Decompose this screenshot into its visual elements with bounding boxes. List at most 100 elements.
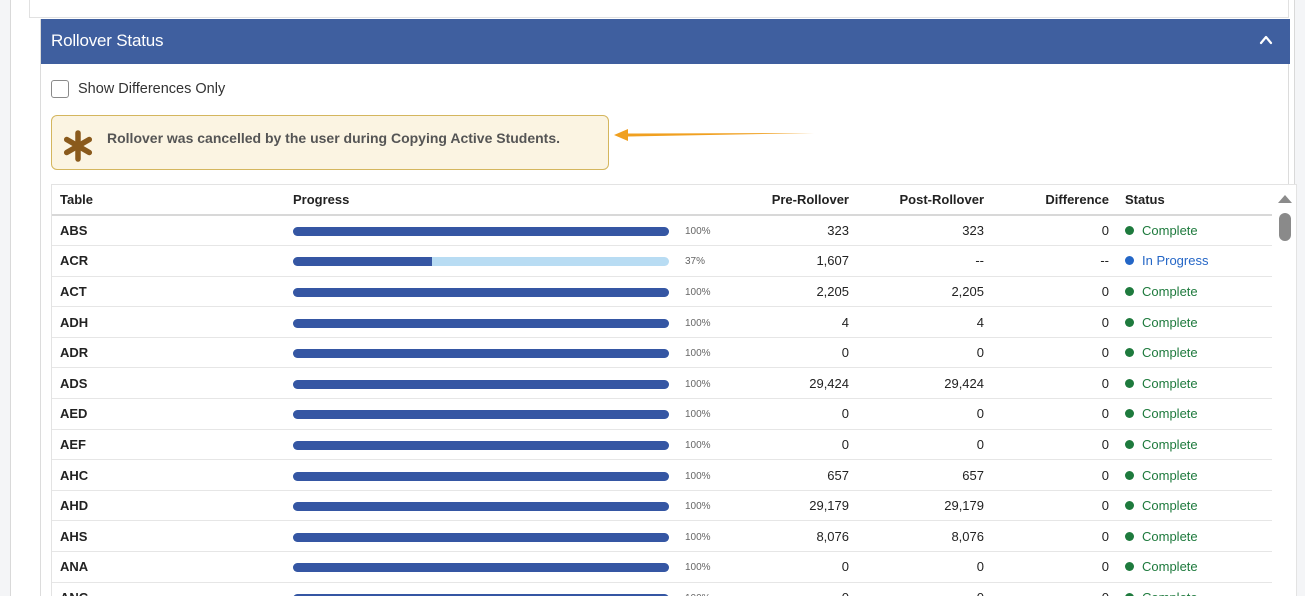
progress-bar-fill bbox=[293, 502, 669, 512]
post-rollover-cell: 8,076 bbox=[857, 520, 992, 553]
status-label: Complete bbox=[1142, 498, 1198, 514]
pre-rollover-cell: 323 bbox=[745, 215, 857, 247]
header-status[interactable]: Status bbox=[1117, 185, 1272, 216]
pre-rollover-cell: 0 bbox=[745, 582, 857, 596]
table-name-cell: AEF bbox=[52, 429, 285, 461]
progress-bar bbox=[293, 318, 669, 328]
table-row[interactable]: ABS 100% 323 323 0 Complete bbox=[52, 215, 1272, 247]
progress-bar bbox=[293, 227, 669, 237]
difference-cell: 0 bbox=[992, 490, 1117, 522]
progress-bar bbox=[293, 379, 669, 389]
header-post-rollover[interactable]: Post-Rollover bbox=[857, 185, 992, 216]
difference-cell: -- bbox=[992, 245, 1117, 277]
progress-bar-fill bbox=[293, 532, 669, 542]
table-name-cell: AED bbox=[52, 398, 285, 430]
status-cell: Complete bbox=[1117, 367, 1272, 400]
post-rollover-cell: 29,424 bbox=[857, 367, 992, 400]
progress-bar bbox=[293, 288, 669, 298]
show-differences-label[interactable]: Show Differences Only bbox=[78, 81, 226, 97]
table-row[interactable]: ADH 100% 4 4 0 Complete bbox=[52, 306, 1272, 338]
progress-percent: 100% bbox=[685, 378, 711, 390]
table-name-cell: AHC bbox=[52, 459, 285, 491]
table-row[interactable]: AHC 100% 657 657 0 Complete bbox=[52, 459, 1272, 491]
header-table[interactable]: Table bbox=[52, 185, 285, 216]
progress-cell: 100% bbox=[285, 459, 745, 491]
table-row[interactable]: AEF 100% 0 0 0 Complete bbox=[52, 429, 1272, 461]
alert-message: Rollover was cancelled by the user durin… bbox=[107, 130, 561, 146]
progress-bar bbox=[293, 257, 669, 267]
status-cell: Complete bbox=[1117, 459, 1272, 491]
status-label: In Progress bbox=[1142, 253, 1209, 269]
status-cell: Complete bbox=[1117, 429, 1272, 461]
progress-percent: 100% bbox=[685, 348, 711, 360]
progress-bar-fill bbox=[293, 349, 669, 359]
table-row[interactable]: ACT 100% 2,205 2,205 0 Complete bbox=[52, 276, 1272, 308]
table-name-cell: AHS bbox=[52, 520, 285, 553]
table-row[interactable]: ACR 37% 1,607 -- -- In Progress bbox=[52, 245, 1272, 277]
show-differences-row: Show Differences Only bbox=[51, 79, 225, 99]
status-label: Complete bbox=[1142, 559, 1198, 575]
chevron-up-icon[interactable] bbox=[1258, 32, 1274, 48]
progress-percent: 100% bbox=[685, 409, 711, 421]
table-row[interactable]: ANA 100% 0 0 0 Complete bbox=[52, 551, 1272, 583]
post-rollover-cell: 0 bbox=[857, 429, 992, 461]
scroll-up-arrow-icon[interactable] bbox=[1278, 195, 1292, 203]
pre-rollover-cell: 1,607 bbox=[745, 245, 857, 277]
table-name-cell: ADR bbox=[52, 337, 285, 369]
progress-cell: 100% bbox=[285, 215, 745, 247]
status-dot-icon bbox=[1125, 256, 1134, 266]
table-row[interactable]: AED 100% 0 0 0 Complete bbox=[52, 398, 1272, 430]
status-dot-icon bbox=[1125, 287, 1134, 297]
pre-rollover-cell: 8,076 bbox=[745, 520, 857, 553]
progress-bar-fill bbox=[293, 318, 669, 328]
post-rollover-cell: 0 bbox=[857, 582, 992, 596]
progress-cell: 37% bbox=[285, 245, 745, 277]
header-difference[interactable]: Difference bbox=[992, 185, 1117, 216]
scroll-thumb[interactable] bbox=[1279, 213, 1291, 241]
progress-bar-fill bbox=[293, 593, 669, 596]
progress-cell: 100% bbox=[285, 367, 745, 400]
progress-percent: 100% bbox=[685, 562, 711, 574]
top-frame-edge-left bbox=[29, 0, 30, 18]
show-differences-checkbox[interactable] bbox=[51, 80, 69, 98]
progress-cell: 100% bbox=[285, 306, 745, 338]
post-rollover-cell: 29,179 bbox=[857, 490, 992, 522]
progress-percent: 100% bbox=[685, 440, 711, 452]
progress-percent: 100% bbox=[685, 287, 711, 299]
status-label: Complete bbox=[1142, 590, 1198, 596]
progress-bar bbox=[293, 410, 669, 420]
progress-bar-fill bbox=[293, 471, 669, 481]
header-progress[interactable]: Progress bbox=[285, 185, 745, 216]
status-label: Complete bbox=[1142, 223, 1198, 239]
status-dot-icon bbox=[1125, 348, 1134, 358]
table-name-cell: AHD bbox=[52, 490, 285, 522]
difference-cell: 0 bbox=[992, 582, 1117, 596]
post-rollover-cell: -- bbox=[857, 245, 992, 277]
panel-header[interactable]: Rollover Status bbox=[41, 19, 1290, 64]
progress-bar bbox=[293, 502, 669, 512]
status-label: Complete bbox=[1142, 406, 1198, 422]
post-rollover-cell: 4 bbox=[857, 306, 992, 338]
post-rollover-cell: 657 bbox=[857, 459, 992, 491]
table-row[interactable]: ADR 100% 0 0 0 Complete bbox=[52, 337, 1272, 369]
table-row[interactable]: AHS 100% 8,076 8,076 0 Complete bbox=[52, 520, 1272, 553]
progress-bar-fill bbox=[293, 379, 669, 389]
table-row[interactable]: AHD 100% 29,179 29,179 0 Complete bbox=[52, 490, 1272, 522]
status-dot-icon bbox=[1125, 592, 1134, 596]
table-name-cell: ACR bbox=[52, 245, 285, 277]
post-rollover-cell: 0 bbox=[857, 337, 992, 369]
status-cell: Complete bbox=[1117, 306, 1272, 338]
header-pre-rollover[interactable]: Pre-Rollover bbox=[745, 185, 857, 216]
table-row[interactable]: ADS 100% 29,424 29,424 0 Complete bbox=[52, 367, 1272, 400]
progress-cell: 100% bbox=[285, 551, 745, 583]
progress-percent: 100% bbox=[685, 593, 725, 596]
status-label: Complete bbox=[1142, 467, 1198, 483]
progress-bar bbox=[293, 563, 669, 573]
rollover-table-container: Table Progress Pre-Rollover Post-Rollove… bbox=[51, 184, 1297, 596]
status-label: Complete bbox=[1142, 345, 1198, 361]
progress-bar bbox=[293, 471, 669, 481]
difference-cell: 0 bbox=[992, 276, 1117, 308]
progress-bar-fill bbox=[293, 257, 433, 267]
table-scrollbar[interactable] bbox=[1272, 185, 1296, 596]
